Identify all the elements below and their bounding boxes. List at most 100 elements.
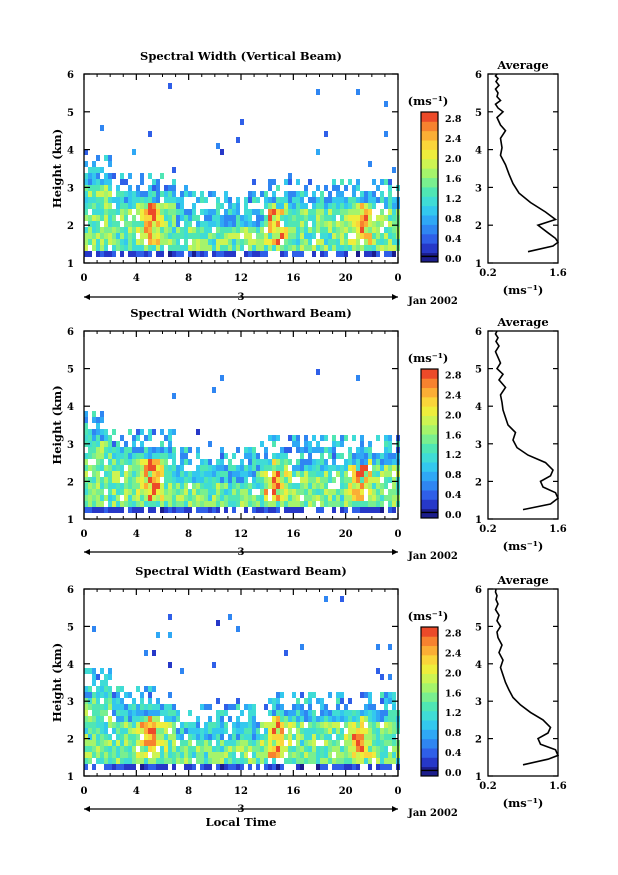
heatmap-cell xyxy=(228,197,232,203)
heatmap-cell xyxy=(88,668,92,674)
heatmap-cell xyxy=(388,215,392,221)
heatmap-cell xyxy=(140,441,144,447)
heatmap-cell xyxy=(332,477,336,483)
heatmap-cell xyxy=(136,435,140,441)
heatmap-cell xyxy=(220,764,224,770)
heatmap-cell xyxy=(200,495,204,501)
heatmap-cell xyxy=(132,227,136,233)
heatmap-cell xyxy=(180,251,184,257)
day-arrow-right xyxy=(392,549,398,555)
heatmap-cell xyxy=(116,459,120,465)
heatmap-cell xyxy=(332,209,336,215)
heatmap-cell xyxy=(324,203,328,209)
heatmap-cell xyxy=(304,495,308,501)
heatmap-cell xyxy=(92,764,96,770)
profile-y-tick-label: 4 xyxy=(475,402,482,413)
heatmap-cell xyxy=(156,501,160,507)
heatmap-cell xyxy=(168,722,172,728)
heatmap-cell xyxy=(152,197,156,203)
heatmap-cell xyxy=(84,710,88,716)
heatmap-cell xyxy=(108,435,112,441)
heatmap-cell xyxy=(348,197,352,203)
heatmap-cell xyxy=(148,477,152,483)
heatmap-cell xyxy=(148,764,152,770)
heatmap-cell xyxy=(112,429,116,435)
heatmap-cell xyxy=(368,209,372,215)
heatmap-cell xyxy=(200,752,204,758)
heatmap-cell xyxy=(164,489,168,495)
heatmap-cell xyxy=(256,221,260,227)
heatmap-cell xyxy=(104,698,108,704)
heatmap-cell xyxy=(308,698,312,704)
heatmap-cell xyxy=(160,471,164,477)
colorbar-swatch xyxy=(421,471,438,482)
heatmap-cell xyxy=(184,245,188,251)
heatmap-cell xyxy=(132,149,136,155)
heatmap-cell xyxy=(248,746,252,752)
heatmap-cell xyxy=(268,507,272,513)
heatmap-cell xyxy=(244,227,248,233)
heatmap-cell xyxy=(132,722,136,728)
heatmap-cell xyxy=(356,459,360,465)
colorbar-tick-label: 0.4 xyxy=(445,234,462,245)
heatmap-cell xyxy=(108,179,112,185)
heatmap-cell xyxy=(280,245,284,251)
colorbar-swatch xyxy=(421,710,438,721)
heatmap-cell xyxy=(296,191,300,197)
heatmap-cell xyxy=(92,245,96,251)
heatmap-cell xyxy=(124,209,128,215)
heatmap-cell xyxy=(324,728,328,734)
heatmap-cell xyxy=(172,471,176,477)
heatmap-cell xyxy=(144,650,148,656)
heatmap-cell xyxy=(216,764,220,770)
heatmap-cell xyxy=(84,423,88,429)
heatmap-cell xyxy=(312,221,316,227)
heatmap-cell xyxy=(108,191,112,197)
heatmap-cell xyxy=(392,740,396,746)
heatmap-cell xyxy=(208,471,212,477)
heatmap-cell xyxy=(104,686,108,692)
heatmap-cell xyxy=(360,441,364,447)
heatmap-cell xyxy=(220,453,224,459)
heatmap-cell xyxy=(120,209,124,215)
heatmap-cell xyxy=(216,245,220,251)
heatmap-cell xyxy=(388,203,392,209)
heatmap-cell xyxy=(152,465,156,471)
heatmap-cell xyxy=(168,447,172,453)
heatmap-cell xyxy=(384,227,388,233)
heatmap-cell xyxy=(344,501,348,507)
heatmap-cell xyxy=(84,209,88,215)
heatmap-cell xyxy=(388,447,392,453)
heatmap-cell xyxy=(96,740,100,746)
heatmap-cell xyxy=(300,752,304,758)
heatmap-cell xyxy=(384,251,388,257)
heatmap-cell xyxy=(368,710,372,716)
heatmap-cell xyxy=(184,447,188,453)
heatmap-cell xyxy=(216,209,220,215)
heatmap-cell xyxy=(212,758,216,764)
heatmap-cell xyxy=(372,227,376,233)
heatmap-cell xyxy=(388,489,392,495)
heatmap-cell xyxy=(284,203,288,209)
heatmap-cell xyxy=(144,477,148,483)
heatmap-cell xyxy=(212,251,216,257)
heatmap-cell xyxy=(296,740,300,746)
heatmap-cell xyxy=(196,221,200,227)
heatmap-cell xyxy=(272,221,276,227)
heatmap-cell xyxy=(352,203,356,209)
heatmap-cell xyxy=(176,471,180,477)
heatmap-cell xyxy=(176,746,180,752)
heatmap-cell xyxy=(104,203,108,209)
heatmap-cell xyxy=(112,227,116,233)
heatmap-cell xyxy=(276,704,280,710)
heatmap-cell xyxy=(392,209,396,215)
y-tick-label: 6 xyxy=(67,327,74,338)
colorbar-swatch xyxy=(421,130,438,141)
heatmap-cell xyxy=(312,203,316,209)
heatmap-cell xyxy=(376,716,380,722)
heatmap-cell xyxy=(284,758,288,764)
heatmap-cell xyxy=(328,501,332,507)
colorbar-frame xyxy=(420,368,439,519)
heatmap-cell xyxy=(140,728,144,734)
heatmap-cell xyxy=(160,453,164,459)
